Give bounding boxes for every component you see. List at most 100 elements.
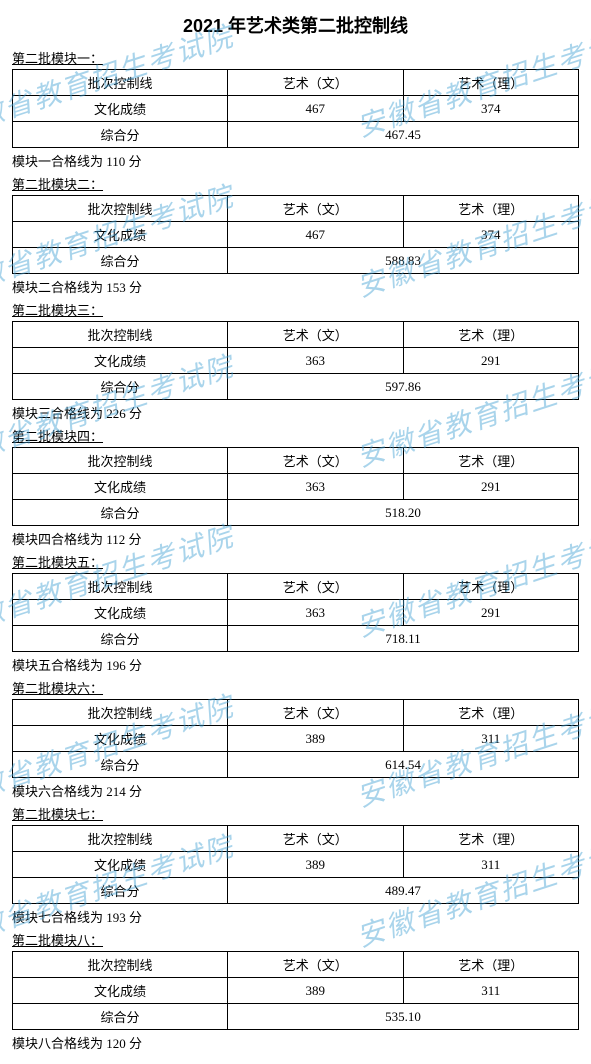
module-table: 批次控制线艺术（文）艺术（理）文化成绩389311综合分489.47 [12, 825, 579, 904]
module-block: 第二批模块六：批次控制线艺术（文）艺术（理）文化成绩389311综合分614.5… [12, 678, 579, 800]
table-row: 文化成绩363291 [13, 474, 579, 500]
row-culture-label: 文化成绩 [13, 222, 228, 248]
table-row: 批次控制线艺术（文）艺术（理） [13, 322, 579, 348]
cell-li-score: 291 [403, 600, 578, 626]
cell-composite-score: 597.86 [228, 374, 579, 400]
row-culture-label: 文化成绩 [13, 852, 228, 878]
header-arts-li: 艺术（理） [403, 952, 578, 978]
module-block: 第二批模块二：批次控制线艺术（文）艺术（理）文化成绩467374综合分588.8… [12, 174, 579, 296]
header-control-line: 批次控制线 [13, 700, 228, 726]
cell-composite-score: 518.20 [228, 500, 579, 526]
table-row: 综合分588.83 [13, 248, 579, 274]
module-note: 模块一合格线为 110 分 [12, 151, 579, 170]
module-heading: 第二批模块五： [12, 552, 579, 571]
table-row: 文化成绩389311 [13, 978, 579, 1004]
module-heading: 第二批模块二： [12, 174, 579, 193]
cell-wen-score: 467 [228, 96, 403, 122]
table-row: 批次控制线艺术（文）艺术（理） [13, 196, 579, 222]
page-title: 2021 年艺术类第二批控制线 [12, 12, 579, 38]
row-culture-label: 文化成绩 [13, 348, 228, 374]
row-composite-label: 综合分 [13, 1004, 228, 1030]
header-control-line: 批次控制线 [13, 952, 228, 978]
table-row: 综合分718.11 [13, 626, 579, 652]
header-arts-wen: 艺术（文） [228, 700, 403, 726]
module-heading: 第二批模块六： [12, 678, 579, 697]
header-arts-wen: 艺术（文） [228, 952, 403, 978]
cell-wen-score: 363 [228, 348, 403, 374]
module-note: 模块二合格线为 153 分 [12, 277, 579, 296]
cell-li-score: 374 [403, 222, 578, 248]
module-note: 模块三合格线为 226 分 [12, 403, 579, 422]
cell-composite-score: 718.11 [228, 626, 579, 652]
cell-li-score: 311 [403, 852, 578, 878]
header-arts-li: 艺术（理） [403, 322, 578, 348]
module-table: 批次控制线艺术（文）艺术（理）文化成绩467374综合分467.45 [12, 69, 579, 148]
table-row: 批次控制线艺术（文）艺术（理） [13, 700, 579, 726]
header-control-line: 批次控制线 [13, 70, 228, 96]
table-row: 文化成绩389311 [13, 726, 579, 752]
module-block: 第二批模块一：批次控制线艺术（文）艺术（理）文化成绩467374综合分467.4… [12, 48, 579, 170]
row-culture-label: 文化成绩 [13, 726, 228, 752]
module-table: 批次控制线艺术（文）艺术（理）文化成绩363291综合分597.86 [12, 321, 579, 400]
module-block: 第二批模块三：批次控制线艺术（文）艺术（理）文化成绩363291综合分597.8… [12, 300, 579, 422]
cell-wen-score: 389 [228, 978, 403, 1004]
table-row: 批次控制线艺术（文）艺术（理） [13, 952, 579, 978]
header-arts-li: 艺术（理） [403, 826, 578, 852]
table-row: 综合分614.54 [13, 752, 579, 778]
cell-li-score: 291 [403, 348, 578, 374]
table-row: 文化成绩467374 [13, 222, 579, 248]
row-composite-label: 综合分 [13, 500, 228, 526]
header-arts-wen: 艺术（文） [228, 448, 403, 474]
module-note: 模块七合格线为 193 分 [12, 907, 579, 926]
module-block: 第二批模块五： 批次控制线艺术（文）艺术（理）文化成绩363291综合分718.1… [12, 552, 579, 674]
header-arts-li: 艺术（理） [403, 700, 578, 726]
cell-li-score: 374 [403, 96, 578, 122]
cell-composite-score: 489.47 [228, 878, 579, 904]
module-note: 模块五合格线为 196 分 [12, 655, 579, 674]
cell-wen-score: 389 [228, 726, 403, 752]
row-culture-label: 文化成绩 [13, 978, 228, 1004]
table-row: 文化成绩467374 [13, 96, 579, 122]
module-heading: 第二批模块八： [12, 930, 579, 949]
table-row: 综合分489.47 [13, 878, 579, 904]
module-table: 批次控制线艺术（文）艺术（理）文化成绩467374综合分588.83 [12, 195, 579, 274]
row-culture-label: 文化成绩 [13, 474, 228, 500]
row-composite-label: 综合分 [13, 626, 228, 652]
module-table: 批次控制线艺术（文）艺术（理）文化成绩389311综合分535.10 [12, 951, 579, 1030]
row-composite-label: 综合分 [13, 248, 228, 274]
table-row: 综合分535.10 [13, 1004, 579, 1030]
cell-composite-score: 588.83 [228, 248, 579, 274]
cell-li-score: 311 [403, 726, 578, 752]
table-row: 批次控制线艺术（文）艺术（理） [13, 448, 579, 474]
table-row: 综合分518.20 [13, 500, 579, 526]
row-culture-label: 文化成绩 [13, 600, 228, 626]
table-row: 综合分467.45 [13, 122, 579, 148]
header-arts-wen: 艺术（文） [228, 322, 403, 348]
header-arts-wen: 艺术（文） [228, 70, 403, 96]
module-block: 第二批模块四：批次控制线艺术（文）艺术（理）文化成绩363291综合分518.2… [12, 426, 579, 548]
cell-wen-score: 389 [228, 852, 403, 878]
modules-container: 第二批模块一：批次控制线艺术（文）艺术（理）文化成绩467374综合分467.4… [12, 48, 579, 1052]
header-arts-li: 艺术（理） [403, 574, 578, 600]
table-row: 批次控制线艺术（文）艺术（理） [13, 574, 579, 600]
module-block: 第二批模块八：批次控制线艺术（文）艺术（理）文化成绩389311综合分535.1… [12, 930, 579, 1052]
table-row: 批次控制线艺术（文）艺术（理） [13, 826, 579, 852]
cell-wen-score: 467 [228, 222, 403, 248]
cell-composite-score: 614.54 [228, 752, 579, 778]
module-note: 模块八合格线为 120 分 [12, 1033, 579, 1052]
row-culture-label: 文化成绩 [13, 96, 228, 122]
table-row: 文化成绩363291 [13, 600, 579, 626]
cell-wen-score: 363 [228, 474, 403, 500]
cell-composite-score: 467.45 [228, 122, 579, 148]
header-arts-wen: 艺术（文） [228, 574, 403, 600]
header-arts-li: 艺术（理） [403, 70, 578, 96]
table-row: 批次控制线艺术（文）艺术（理） [13, 70, 579, 96]
header-control-line: 批次控制线 [13, 322, 228, 348]
row-composite-label: 综合分 [13, 122, 228, 148]
header-arts-li: 艺术（理） [403, 448, 578, 474]
cell-composite-score: 535.10 [228, 1004, 579, 1030]
row-composite-label: 综合分 [13, 878, 228, 904]
header-control-line: 批次控制线 [13, 196, 228, 222]
row-composite-label: 综合分 [13, 374, 228, 400]
cell-li-score: 311 [403, 978, 578, 1004]
